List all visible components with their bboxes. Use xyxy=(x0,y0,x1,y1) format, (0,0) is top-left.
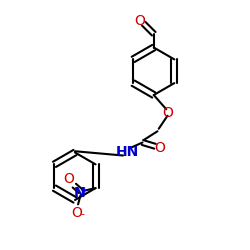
Text: O: O xyxy=(64,172,74,185)
Text: HN: HN xyxy=(116,145,138,159)
Text: -: - xyxy=(80,208,84,218)
Text: O: O xyxy=(134,14,145,28)
Text: N: N xyxy=(74,186,85,200)
Text: +: + xyxy=(80,186,89,196)
Text: O: O xyxy=(154,140,165,154)
Text: O: O xyxy=(72,206,82,220)
Text: O: O xyxy=(162,106,173,120)
